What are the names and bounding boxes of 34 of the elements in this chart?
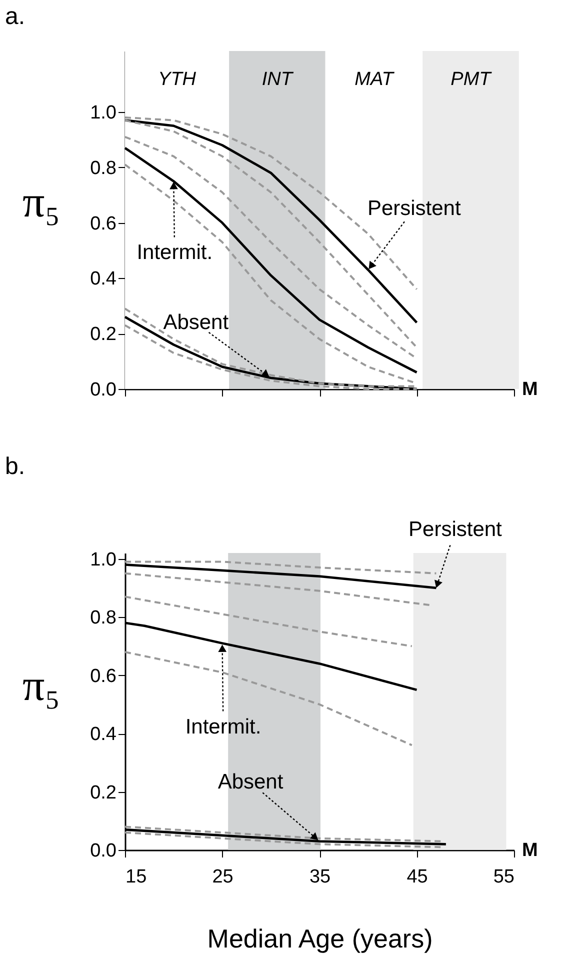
- x-axis-title: Median Age (years): [207, 924, 433, 954]
- y-tick-label: 1.0: [90, 102, 116, 124]
- y-tick-label: 0.0: [90, 840, 116, 862]
- x-tick-label: 45: [406, 866, 428, 888]
- chart-title: a.: [5, 3, 26, 30]
- text: M: [522, 379, 538, 400]
- y-tick-label: 0.2: [90, 782, 116, 804]
- annotation: Intermit.: [136, 241, 213, 264]
- y-tick-label: 0.6: [90, 213, 116, 234]
- text: M: [522, 840, 538, 861]
- y-tick-label: 0.0: [90, 380, 116, 400]
- y-tick-label: 0.4: [90, 724, 117, 746]
- chart-title: b.: [5, 452, 26, 480]
- annotation: Intermit.: [185, 715, 262, 738]
- y-axis-title: π₅: [22, 178, 60, 227]
- y-tick-label: 0.6: [90, 666, 116, 687]
- y-tick-label: 0.8: [90, 158, 116, 179]
- band-label: INT: [262, 69, 294, 90]
- x-tick-label: 15: [126, 866, 147, 888]
- annotation: Persistent: [408, 518, 502, 541]
- band-label: MAT: [354, 69, 395, 90]
- annotation: Absent: [163, 310, 229, 334]
- y-tick-label: 0.8: [90, 608, 116, 629]
- band-label: PMT: [450, 69, 492, 90]
- x-tick-label: 25: [212, 866, 234, 888]
- annotation: Absent: [218, 770, 284, 794]
- y-axis-title: π₅: [22, 661, 60, 710]
- y-tick-label: 0.4: [90, 268, 117, 290]
- y-tick-label: 0.2: [90, 324, 116, 346]
- band-label: YTH: [158, 69, 196, 90]
- x-tick-label: 35: [309, 866, 331, 888]
- annotation: Persistent: [367, 196, 461, 220]
- y-tick-label: 1.0: [90, 549, 116, 570]
- x-tick-label: 55: [493, 866, 514, 888]
